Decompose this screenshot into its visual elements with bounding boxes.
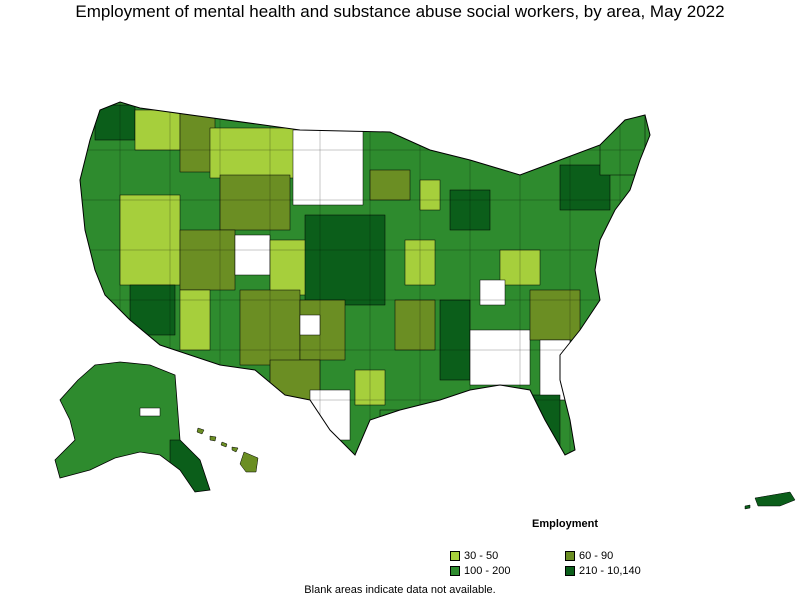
legend-swatch bbox=[565, 551, 575, 561]
area-region bbox=[219, 174, 291, 231]
legend-items: 30 - 50 60 - 90 100 - 200 210 - 10,140 bbox=[450, 550, 660, 577]
area-region bbox=[209, 127, 296, 179]
area-region bbox=[309, 389, 351, 441]
legend-swatch bbox=[565, 566, 575, 576]
area-region bbox=[292, 129, 364, 206]
area-region bbox=[529, 394, 561, 455]
legend-label: 30 - 50 bbox=[464, 550, 499, 562]
legend-swatch bbox=[450, 566, 460, 576]
area-region bbox=[179, 229, 236, 291]
blank-areas-note: Blank areas indicate data not available. bbox=[304, 584, 496, 596]
area-region bbox=[94, 104, 136, 141]
legend: Employment 30 - 50 60 - 90 100 - 200 210… bbox=[450, 518, 660, 577]
legend-swatch bbox=[450, 551, 460, 561]
area-region bbox=[304, 214, 386, 306]
legend-item: 210 - 10,140 bbox=[565, 565, 665, 577]
puerto-rico bbox=[744, 491, 796, 510]
area-region bbox=[234, 234, 271, 276]
area-region bbox=[379, 409, 431, 426]
legend-label: 210 - 10,140 bbox=[579, 565, 641, 577]
area-region bbox=[529, 289, 581, 341]
area-region bbox=[179, 289, 211, 351]
us-outline bbox=[79, 101, 651, 456]
area-region bbox=[139, 407, 161, 417]
area-region bbox=[134, 109, 181, 151]
legend-label: 100 - 200 bbox=[464, 565, 511, 577]
area-region bbox=[369, 169, 411, 201]
area-region bbox=[129, 284, 176, 336]
legend-item: 30 - 50 bbox=[450, 550, 565, 562]
legend-item: 100 - 200 bbox=[450, 565, 565, 577]
area-region bbox=[394, 299, 436, 351]
legend-item: 60 - 90 bbox=[565, 550, 665, 562]
legend-label: 60 - 90 bbox=[579, 550, 614, 562]
alaska-outline bbox=[54, 361, 211, 493]
map-title: Employment of mental health and substanc… bbox=[75, 2, 725, 21]
area-region bbox=[179, 111, 216, 173]
legend-title: Employment bbox=[531, 518, 598, 530]
area-region bbox=[269, 239, 311, 296]
area-region bbox=[469, 329, 531, 386]
area-region bbox=[419, 179, 441, 211]
area-region bbox=[439, 299, 471, 381]
area-region bbox=[539, 339, 571, 401]
area-region bbox=[119, 194, 181, 286]
hawaii bbox=[196, 427, 259, 473]
area-region bbox=[479, 279, 506, 306]
area-region bbox=[299, 314, 321, 336]
